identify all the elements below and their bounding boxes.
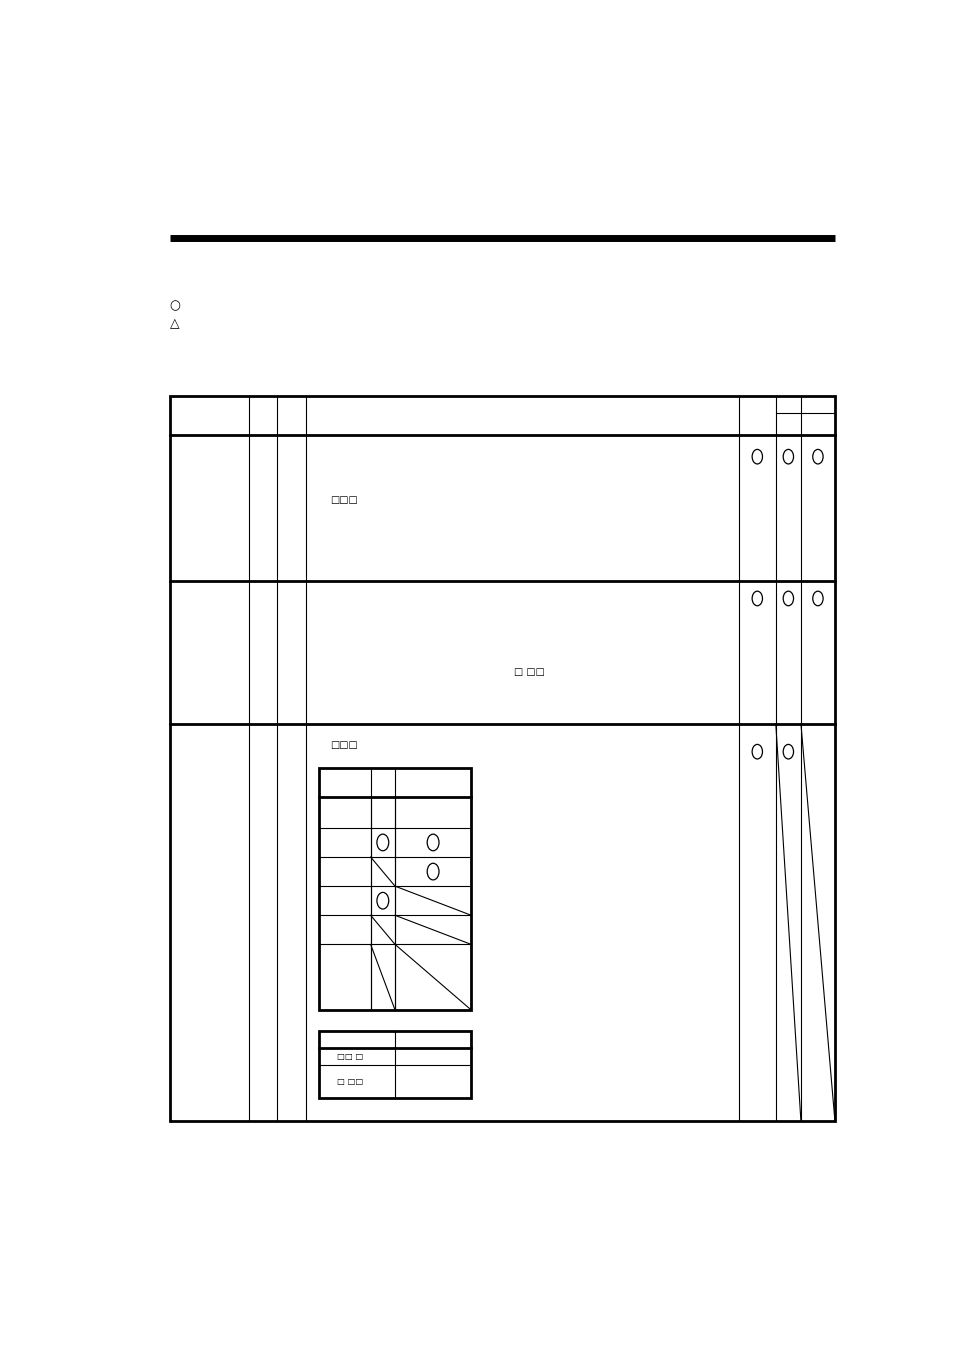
Text: ○: ○ bbox=[170, 299, 180, 312]
Text: □ □□: □ □□ bbox=[336, 1077, 363, 1086]
Bar bbox=[318, 767, 471, 1011]
Text: △: △ bbox=[170, 317, 179, 330]
Text: □□□: □□□ bbox=[330, 496, 357, 505]
Text: □□□: □□□ bbox=[330, 739, 357, 750]
Bar bbox=[318, 1031, 471, 1098]
Text: □ □□: □ □□ bbox=[514, 667, 544, 677]
Bar bbox=[170, 396, 834, 1121]
Text: □□ □: □□ □ bbox=[336, 1052, 363, 1062]
